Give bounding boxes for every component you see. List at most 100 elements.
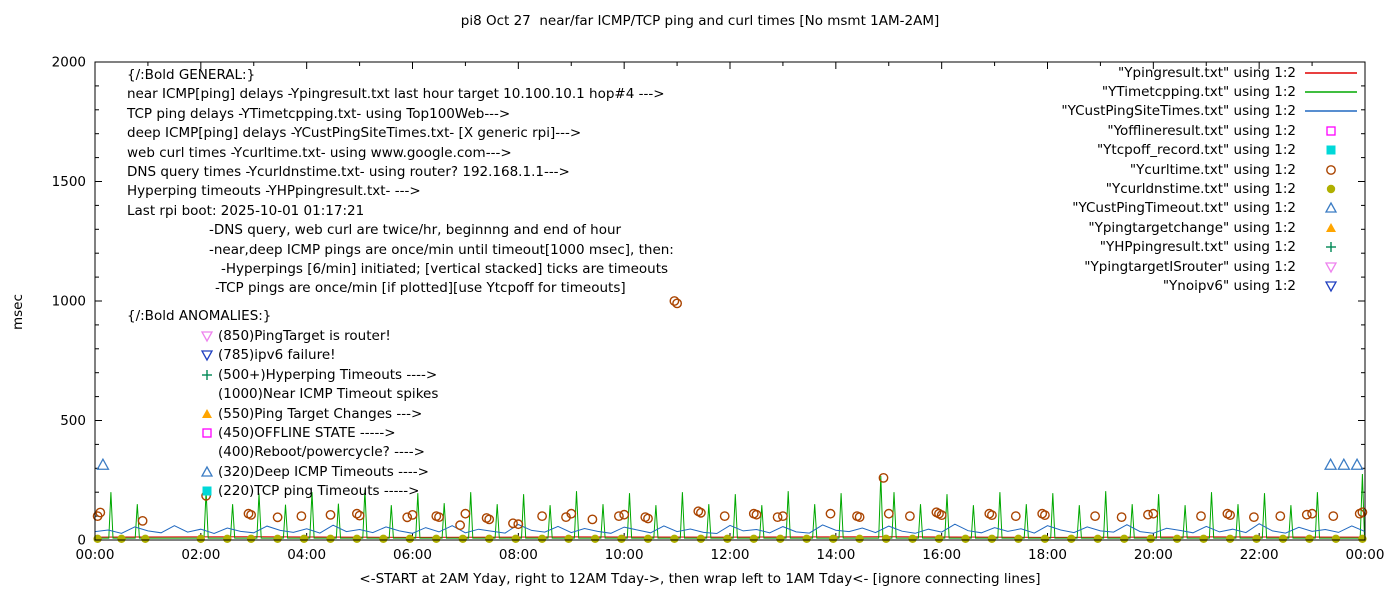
circle-filled-icon [1302, 182, 1360, 196]
svg-text:08:00: 08:00 [499, 547, 538, 563]
anomaly-item: (400)Reboot/powercycle? ----> [199, 443, 438, 462]
svg-text:22:00: 22:00 [1240, 547, 1279, 563]
legend-label: "Ycurltime.txt" using 1:2 [1129, 161, 1296, 178]
svg-text:1500: 1500 [52, 174, 86, 190]
legend-item: "YHPpingresult.txt" using 1:2 [1000, 238, 1360, 257]
svg-text:12:00: 12:00 [711, 547, 750, 563]
tri-up-open-icon [199, 464, 215, 480]
tri-down-open-icon [199, 328, 215, 344]
svg-text:1000: 1000 [52, 294, 86, 310]
legend-label: "Ypingresult.txt" using 1:2 [1118, 64, 1296, 81]
line-icon [1302, 85, 1360, 99]
legend-item: "YTimetcpping.txt" using 1:2 [1000, 82, 1360, 101]
anomaly-item: (850)PingTarget is router! [199, 326, 438, 345]
anomalies-annotation-block: {/:Bold ANOMALIES:} (850)PingTarget is r… [127, 307, 438, 501]
general-annotation-block: {/:Bold GENERAL:} near ICMP[ping] delays… [127, 66, 674, 299]
legend-label: "YCustPingSiteTimes.txt" using 1:2 [1061, 103, 1296, 120]
square-filled-icon [199, 483, 215, 499]
tri-up-filled-icon [199, 406, 215, 422]
series-YTimetcpping.txt [95, 473, 1365, 539]
anomaly-item: (500+)Hyperping Timeouts ----> [199, 365, 438, 384]
legend-item: "YpingtargetISrouter" using 1:2 [1000, 257, 1360, 276]
tri-up-filled-icon [1302, 221, 1360, 235]
general-heading: {/:Bold GENERAL:} [127, 67, 256, 83]
anomaly-item: (1000)Near ICMP Timeout spikes [199, 385, 438, 404]
general-line: TCP ping delays -YTimetcpping.txt- using… [127, 105, 511, 122]
plus-icon [199, 367, 215, 383]
anomaly-text: (220)TCP ping Timeouts -----> [218, 483, 420, 500]
legend-label: "Ytcpoff_record.txt" using 1:2 [1096, 142, 1296, 159]
legend-label: "Ypingtargetchange" using 1:2 [1088, 219, 1296, 236]
anomalies-heading: {/:Bold ANOMALIES:} [127, 308, 272, 324]
series-YCustPingSiteTimes.txt [94, 523, 1366, 535]
tri-up-open-icon [1302, 201, 1360, 215]
legend-label: "YpingtargetISrouter" using 1:2 [1084, 258, 1296, 275]
svg-text:00:00: 00:00 [76, 547, 115, 563]
line-icon [1302, 66, 1360, 80]
anomaly-text: (850)PingTarget is router! [218, 328, 391, 345]
legend-item: "Yofflineresult.txt" using 1:2 [1000, 121, 1360, 140]
legend-item: "YCustPingTimeout.txt" using 1:2 [1000, 199, 1360, 218]
general-line: web curl times -Ycurltime.txt- using www… [127, 144, 512, 161]
svg-text:14:00: 14:00 [816, 547, 855, 563]
anomaly-item: (550)Ping Target Changes ---> [199, 404, 438, 423]
legend-label: "Yofflineresult.txt" using 1:2 [1107, 122, 1296, 139]
plus-icon [1302, 240, 1360, 254]
general-line: Last rpi boot: 2025-10-01 01:17:21 [127, 202, 365, 219]
tri-down-open-icon [1302, 260, 1360, 274]
legend-label: "YCustPingTimeout.txt" using 1:2 [1072, 200, 1296, 217]
anomaly-text: (1000)Near ICMP Timeout spikes [218, 386, 439, 403]
anomaly-text: (450)OFFLINE STATE -----> [218, 425, 396, 442]
general-line: -DNS query, web curl are twice/hr, begin… [209, 222, 622, 239]
tri-down-open-icon [199, 347, 215, 363]
general-line: -Hyperpings [6/min] initiated; [vertical… [221, 261, 669, 278]
svg-text:06:00: 06:00 [393, 547, 432, 563]
series-Ycurldnstime.txt [93, 534, 1367, 543]
legend-item: "Ynoipv6" using 1:2 [1000, 276, 1360, 295]
anomaly-item: (220)TCP ping Timeouts -----> [199, 482, 438, 501]
general-line: near ICMP[ping] delays -Ypingresult.txt … [127, 86, 665, 103]
legend-item: "Ypingtargetchange" using 1:2 [1000, 218, 1360, 237]
circle-open-icon [1302, 163, 1360, 177]
tri-down-open-icon [1302, 279, 1360, 293]
svg-text:0: 0 [77, 533, 86, 549]
general-line: Hyperping timeouts -YHPpingresult.txt- -… [127, 183, 421, 200]
line-icon [1302, 104, 1360, 118]
x-axis-label: <-START at 2AM Yday, right to 12AM Tday-… [359, 571, 1041, 587]
anomaly-item: (785)ipv6 failure! [199, 346, 438, 365]
svg-text:04:00: 04:00 [287, 547, 326, 563]
square-filled-icon [1302, 143, 1360, 157]
no-icon [199, 386, 215, 402]
anomaly-item: (450)OFFLINE STATE -----> [199, 423, 438, 442]
general-line: -TCP pings are once/min [if plotted][use… [215, 280, 626, 297]
general-lines: near ICMP[ping] delays -Ypingresult.txt … [127, 85, 674, 298]
svg-text:00:00: 00:00 [1346, 547, 1385, 563]
legend-item: "Ycurldnstime.txt" using 1:2 [1000, 179, 1360, 198]
series-YCustPingTimeout.txt [96, 457, 1364, 470]
legend-item: "Ytcpoff_record.txt" using 1:2 [1000, 141, 1360, 160]
anomaly-rows: (850)PingTarget is router! (785)ipv6 fail… [127, 326, 438, 501]
square-open-icon [1302, 124, 1360, 138]
general-line: DNS query times -Ycurldnstime.txt- using… [127, 164, 570, 181]
svg-text:500: 500 [60, 413, 86, 429]
svg-text:2000: 2000 [52, 55, 86, 71]
legend-label: "YHPpingresult.txt" using 1:2 [1099, 239, 1296, 256]
square-open-icon [199, 425, 215, 441]
anomaly-text: (550)Ping Target Changes ---> [218, 405, 423, 422]
svg-text:16:00: 16:00 [922, 547, 961, 563]
svg-text:10:00: 10:00 [605, 547, 644, 563]
anomaly-text: (785)ipv6 failure! [218, 347, 336, 364]
plot-legend: "Ypingresult.txt" using 1:2 "YTimetcpping… [1000, 63, 1360, 296]
legend-item: "Ypingresult.txt" using 1:2 [1000, 63, 1360, 82]
legend-item: "Ycurltime.txt" using 1:2 [1000, 160, 1360, 179]
svg-text:02:00: 02:00 [181, 547, 220, 563]
anomaly-text: (320)Deep ICMP Timeouts ----> [218, 463, 429, 480]
anomaly-item: (320)Deep ICMP Timeouts ----> [199, 462, 438, 481]
anomaly-text: (400)Reboot/powercycle? ----> [218, 444, 425, 461]
anomaly-text: (500+)Hyperping Timeouts ----> [218, 366, 438, 383]
series-Ycurltime.txt [92, 296, 1368, 531]
svg-text:20:00: 20:00 [1134, 547, 1173, 563]
general-line: deep ICMP[ping] delays -YCustPingSiteTim… [127, 125, 582, 142]
svg-text:18:00: 18:00 [1028, 547, 1067, 563]
